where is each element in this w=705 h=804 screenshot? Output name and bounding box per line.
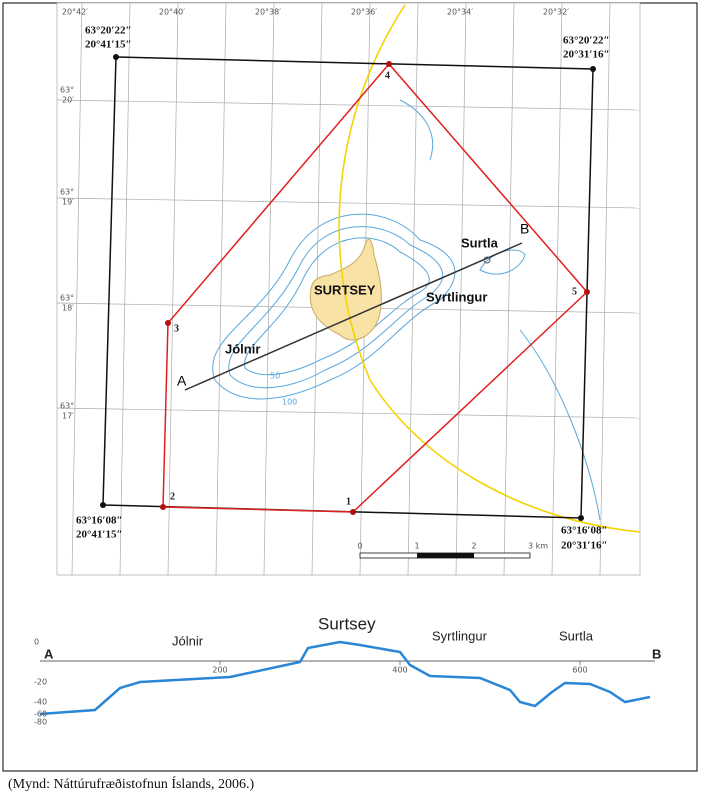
surtsey-island bbox=[309, 238, 382, 341]
corner-lon: 20°41′15″ bbox=[76, 529, 123, 541]
caption: (Mynd: Náttúrufræðistofnun Íslands, 2006… bbox=[8, 775, 254, 792]
lat-label: 63° bbox=[60, 188, 74, 197]
lat-label: 63° bbox=[60, 402, 74, 411]
y-label: -80 bbox=[34, 718, 47, 727]
box-corners bbox=[100, 54, 596, 521]
scale-label: 2 bbox=[471, 542, 476, 551]
y-label: -40 bbox=[34, 698, 47, 707]
lon-label: 20°42′ bbox=[62, 8, 88, 17]
scale-bar: 0 1 2 3 km bbox=[357, 542, 548, 559]
x-label: 200 bbox=[212, 666, 227, 675]
lat-label: 18′ bbox=[62, 304, 74, 313]
profile-place: Surtla bbox=[559, 628, 594, 643]
profile-ticks bbox=[219, 661, 581, 665]
lon-label: 20°40′ bbox=[159, 8, 185, 17]
x-label: 600 bbox=[572, 666, 587, 675]
profile-line bbox=[39, 640, 651, 716]
place-label: SURTSEY bbox=[314, 282, 376, 297]
y-label: 0 bbox=[34, 638, 39, 647]
x-label: 400 bbox=[392, 666, 407, 675]
corner-lat: 63°16′08″ bbox=[561, 525, 608, 537]
profile-place: Syrtlingur bbox=[432, 628, 488, 643]
point-label: 4 bbox=[385, 70, 390, 81]
contour-label: 50 bbox=[270, 372, 280, 381]
corner-lat: 63°20′22″ bbox=[85, 25, 132, 37]
point-label: 2 bbox=[170, 491, 175, 502]
section-line bbox=[184, 242, 523, 391]
lon-label: 20°38′ bbox=[255, 8, 281, 17]
scale-label: 3 km bbox=[528, 542, 548, 551]
end-label: A bbox=[177, 373, 187, 389]
place-label: Surtla bbox=[461, 235, 499, 250]
end-label: B bbox=[520, 221, 529, 237]
contour-label: 100 bbox=[282, 398, 297, 407]
graticule bbox=[56, 2, 641, 576]
y-label: -20 bbox=[34, 678, 47, 687]
corner-lat: 63°16′08″ bbox=[76, 515, 123, 527]
corner-lon: 20°31′16″ bbox=[561, 540, 608, 552]
arc bbox=[338, 4, 641, 533]
scale-label: 0 bbox=[357, 542, 362, 551]
profile-place: Surtsey bbox=[318, 614, 376, 633]
corner-lon: 20°31′16″ bbox=[563, 49, 610, 61]
lat-label: 63° bbox=[60, 86, 74, 95]
lat-label: 19′ bbox=[62, 198, 74, 207]
lon-label: 20°32′ bbox=[543, 8, 569, 17]
inner-box bbox=[162, 62, 589, 513]
place-label: Syrtlingur bbox=[426, 289, 487, 304]
place-label: Jólnir bbox=[225, 341, 260, 356]
point-label: 3 bbox=[174, 323, 179, 334]
lat-label: 17′ bbox=[62, 412, 74, 421]
lat-label: 63° bbox=[60, 294, 74, 303]
profile-end: A bbox=[44, 646, 54, 661]
lon-label: 20°36′ bbox=[351, 8, 377, 17]
marker bbox=[483, 256, 491, 264]
scale-label: 1 bbox=[414, 542, 419, 551]
point-label: 5 bbox=[572, 286, 577, 297]
corner-lat: 63°20′22″ bbox=[563, 35, 610, 47]
points bbox=[160, 61, 590, 515]
contours bbox=[212, 99, 601, 521]
lon-label: 20°34′ bbox=[447, 8, 473, 17]
lat-label: 20′ bbox=[62, 96, 74, 105]
profile-end: B bbox=[652, 646, 661, 661]
y-label: -60 bbox=[34, 710, 47, 719]
point-label: 1 bbox=[346, 496, 351, 507]
profile-place: Jólnir bbox=[172, 633, 204, 648]
corner-lon: 20°41′15″ bbox=[85, 39, 132, 51]
